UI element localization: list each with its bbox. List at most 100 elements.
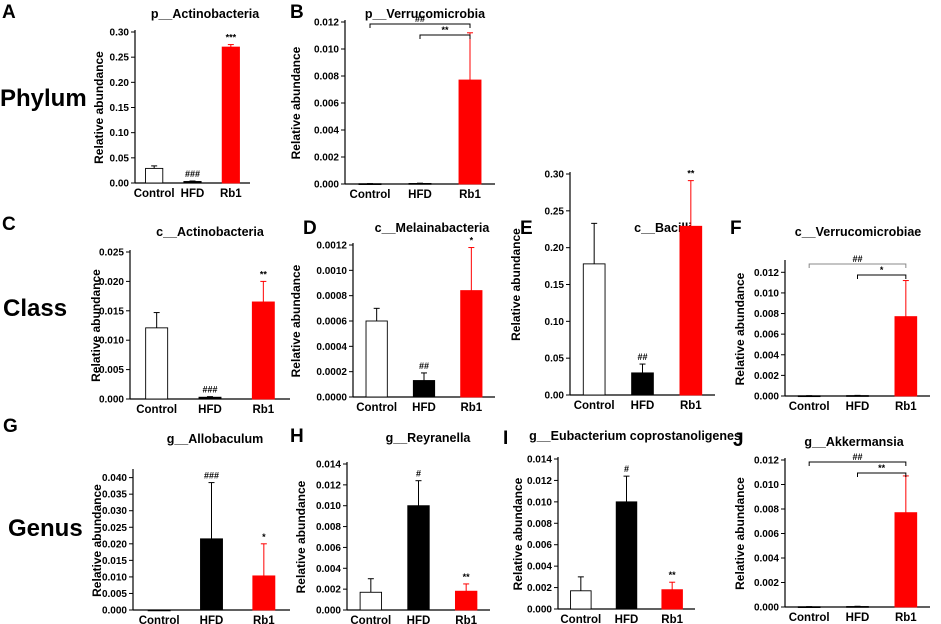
bar-a-control (145, 167, 164, 184)
y-tick-label-c: 0.010 (99, 336, 124, 347)
y-tick-label-d: 0.0004 (316, 342, 347, 353)
bracket-label-j: ** (878, 463, 886, 473)
bar-e-rb1 (679, 225, 703, 396)
category-label-c-rb1: Rb1 (252, 404, 274, 416)
y-tick-label-a: 0.10 (110, 128, 130, 139)
panel-letter-a: A (2, 2, 16, 23)
y-tick-label-f: 0.010 (754, 288, 779, 299)
category-label-e-hfd: HFD (631, 400, 655, 412)
y-tick-label-d: 0.0012 (316, 241, 347, 252)
bar-a-hfd (183, 181, 202, 184)
y-tick-label-c: 0.025 (99, 248, 124, 259)
y-tick-label-j: 0.002 (754, 578, 779, 589)
bar-d-hfd (412, 380, 436, 398)
panel-title-g: g__Allobaculum (167, 432, 264, 446)
y-axis-label-h: Relative abundance (294, 480, 308, 593)
y-tick-label-j: 0.004 (754, 554, 779, 565)
category-label-e-rb1: Rb1 (680, 400, 702, 412)
y-tick-label-f: 0.000 (754, 392, 779, 403)
y-tick-label-d: 0.0008 (316, 291, 347, 302)
significance-label-h-rb1: ** (463, 572, 471, 582)
y-tick-label-j: 0.012 (754, 456, 779, 467)
y-axis-label-g: Relative abundance (90, 484, 104, 597)
y-tick-label-h: 0.004 (316, 564, 341, 575)
panel-letter-h: H (290, 426, 304, 447)
y-tick-label-b: 0.004 (314, 126, 339, 137)
category-label-a-rb1: Rb1 (220, 188, 242, 200)
y-tick-label-a: 0.05 (110, 153, 130, 164)
y-tick-label-e: 0.00 (545, 391, 565, 402)
y-axis-label-a: Relative abundance (92, 51, 106, 164)
significance-label-c-rb1: ** (260, 269, 268, 279)
category-label-a-control: Control (134, 188, 175, 200)
y-tick-label-j: 0.006 (754, 529, 779, 540)
bar-h-hfd (407, 505, 430, 611)
bar-b-rb1 (458, 79, 482, 185)
bracket-j (857, 472, 907, 477)
bracket-label-j: ## (852, 452, 862, 462)
category-label-i-hfd: HFD (615, 614, 639, 624)
y-tick-label-a: 0.25 (110, 53, 130, 64)
panel-letter-j: J (733, 430, 744, 451)
bar-f-rb1 (894, 316, 918, 397)
y-tick-label-h: 0.014 (316, 460, 341, 471)
y-tick-label-c: 0.020 (99, 277, 124, 288)
y-tick-label-e: 0.20 (545, 243, 565, 254)
y-tick-label-a: 0.00 (110, 179, 130, 190)
y-tick-label-i: 0.006 (527, 540, 552, 551)
panel-title-i: g__Eubacterium coprostanoligenes (529, 429, 741, 443)
category-label-b-rb1: Rb1 (459, 189, 481, 201)
bracket-label-f: ## (852, 254, 862, 264)
category-label-g-rb1: Rb1 (253, 615, 275, 624)
panel-title-e: c__Bacilli (634, 221, 692, 235)
y-tick-label-e: 0.05 (545, 354, 565, 365)
bar-c-rb1 (251, 301, 275, 400)
bar-i-hfd (615, 501, 638, 610)
bracket-label-b: ## (415, 14, 425, 24)
bar-g-control (147, 609, 171, 612)
y-tick-label-f: 0.012 (754, 268, 779, 279)
y-tick-label-c: 0.015 (99, 306, 124, 317)
category-label-i-control: Control (560, 614, 601, 624)
y-tick-label-h: 0.008 (316, 522, 341, 533)
category-label-g-control: Control (139, 615, 180, 624)
panel-g: Gg__Allobaculum Relative abundance 0.000 0.… (3, 416, 290, 624)
category-label-j-control: Control (789, 612, 830, 624)
y-tick-label-g: 0.020 (102, 539, 127, 550)
y-tick-label-g: 0.015 (102, 556, 127, 567)
panel-letter-b: B (290, 2, 304, 23)
y-tick-label-g: 0.000 (102, 606, 127, 617)
y-tick-label-f: 0.006 (754, 330, 779, 341)
y-tick-label-b: 0.002 (314, 153, 339, 164)
y-tick-label-h: 0.012 (316, 480, 341, 491)
category-label-f-control: Control (789, 401, 830, 413)
category-label-j-hfd: HFD (846, 612, 870, 624)
panel-letter-d: D (303, 218, 317, 239)
category-label-i-rb1: Rb1 (661, 614, 683, 624)
panel-letter-i: I (503, 428, 508, 449)
y-tick-label-h: 0.010 (316, 501, 341, 512)
y-tick-label-i: 0.008 (527, 519, 552, 530)
y-tick-label-a: 0.30 (110, 28, 130, 39)
y-tick-label-b: 0.008 (314, 72, 339, 83)
y-tick-label-j: 0.010 (754, 480, 779, 491)
category-label-f-hfd: HFD (846, 401, 870, 413)
significance-label-c-hfd: ### (202, 385, 217, 395)
category-label-b-hfd: HFD (408, 189, 432, 201)
y-tick-label-j: 0.000 (754, 603, 779, 614)
y-tick-label-b: 0.000 (314, 180, 339, 191)
y-axis-label-b: Relative abundance (289, 46, 303, 159)
category-label-d-control: Control (356, 402, 397, 414)
panel-letter-c: C (2, 214, 16, 235)
category-label-h-hfd: HFD (407, 615, 431, 624)
y-tick-label-b: 0.006 (314, 99, 339, 110)
y-axis-label-f: Relative abundance (733, 272, 747, 385)
bracket-f (808, 263, 907, 268)
